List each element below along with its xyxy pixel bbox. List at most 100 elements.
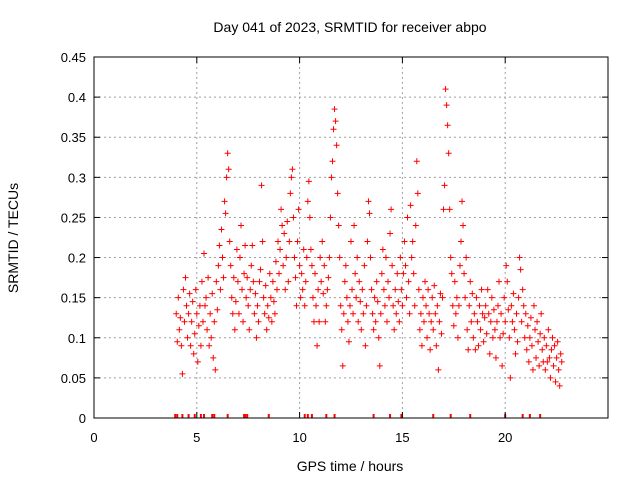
data-point (364, 238, 371, 245)
data-point (428, 318, 435, 325)
data-point (350, 310, 357, 317)
data-point (228, 294, 235, 301)
data-point (532, 326, 539, 333)
data-point (552, 378, 559, 385)
data-point (544, 358, 551, 365)
data-point (257, 266, 264, 273)
data-point (485, 310, 492, 317)
data-point (327, 214, 334, 221)
data-point (467, 278, 474, 285)
data-point (545, 326, 552, 333)
data-point (382, 254, 389, 261)
data-point (523, 346, 530, 353)
data-point (324, 286, 331, 293)
data-point (277, 246, 284, 253)
data-point (392, 286, 399, 293)
data-point (334, 190, 341, 197)
data-point (528, 342, 535, 349)
data-point (390, 302, 397, 309)
data-point (209, 290, 216, 297)
data-point (539, 346, 546, 353)
data-point (441, 182, 448, 189)
data-point (285, 278, 292, 285)
data-point (541, 334, 548, 341)
data-point (473, 294, 480, 301)
data-point (187, 342, 194, 349)
y-tick-label: 0.3 (68, 170, 86, 185)
data-point (176, 326, 183, 333)
data-point (336, 254, 343, 261)
data-point (526, 334, 533, 341)
data-point (338, 326, 345, 333)
data-point (349, 286, 356, 293)
data-point (425, 286, 432, 293)
data-point (188, 318, 195, 325)
data-point (537, 330, 544, 337)
data-point (482, 302, 489, 309)
data-point (434, 302, 441, 309)
data-point (519, 286, 526, 293)
data-point (388, 206, 395, 213)
data-point (356, 278, 363, 285)
data-point (374, 298, 381, 305)
data-point (475, 342, 482, 349)
data-point (413, 158, 420, 165)
data-point (255, 318, 262, 325)
data-point (355, 318, 362, 325)
data-point (342, 262, 349, 269)
data-point (410, 270, 417, 277)
data-point (262, 282, 269, 289)
data-point (223, 174, 230, 181)
data-point (345, 338, 352, 345)
data-point (261, 310, 268, 317)
data-point (521, 334, 528, 341)
data-point (440, 206, 447, 213)
data-point (297, 294, 304, 301)
data-point (549, 334, 556, 341)
data-point (367, 254, 374, 261)
data-point (454, 334, 461, 341)
x-tick-label: 0 (90, 430, 97, 445)
data-point (236, 254, 243, 261)
x-axis-label: GPS time / hours (297, 458, 404, 474)
data-point (221, 198, 228, 205)
data-point (344, 318, 351, 325)
data-point (543, 342, 550, 349)
data-point (258, 182, 265, 189)
data-point (256, 278, 263, 285)
data-point (212, 366, 219, 373)
data-point (337, 302, 344, 309)
data-point (287, 190, 294, 197)
data-point (309, 294, 316, 301)
data-point (396, 318, 403, 325)
data-point (315, 286, 322, 293)
data-point (198, 278, 205, 285)
data-point (199, 318, 206, 325)
data-point (480, 338, 487, 345)
data-point (474, 318, 481, 325)
data-point (314, 342, 321, 349)
data-point (222, 210, 229, 217)
data-point (550, 362, 557, 369)
data-point (510, 290, 517, 297)
data-point (453, 294, 460, 301)
data-point (325, 274, 332, 281)
data-point (319, 238, 326, 245)
chart-title: Day 041 of 2023, SRMTID for receiver abp… (213, 19, 486, 35)
data-point (420, 318, 427, 325)
data-point (527, 314, 534, 321)
data-point (190, 350, 197, 357)
data-point (376, 362, 383, 369)
data-point (202, 302, 209, 309)
data-point (529, 366, 536, 373)
data-point (243, 294, 250, 301)
data-point (303, 254, 310, 261)
y-axis-label: SRMTID / TECUs (5, 183, 21, 293)
data-point (268, 318, 275, 325)
data-point (530, 302, 537, 309)
data-point (368, 286, 375, 293)
data-point (210, 354, 217, 361)
data-point (313, 302, 320, 309)
data-point (174, 338, 181, 345)
data-point (266, 270, 273, 277)
